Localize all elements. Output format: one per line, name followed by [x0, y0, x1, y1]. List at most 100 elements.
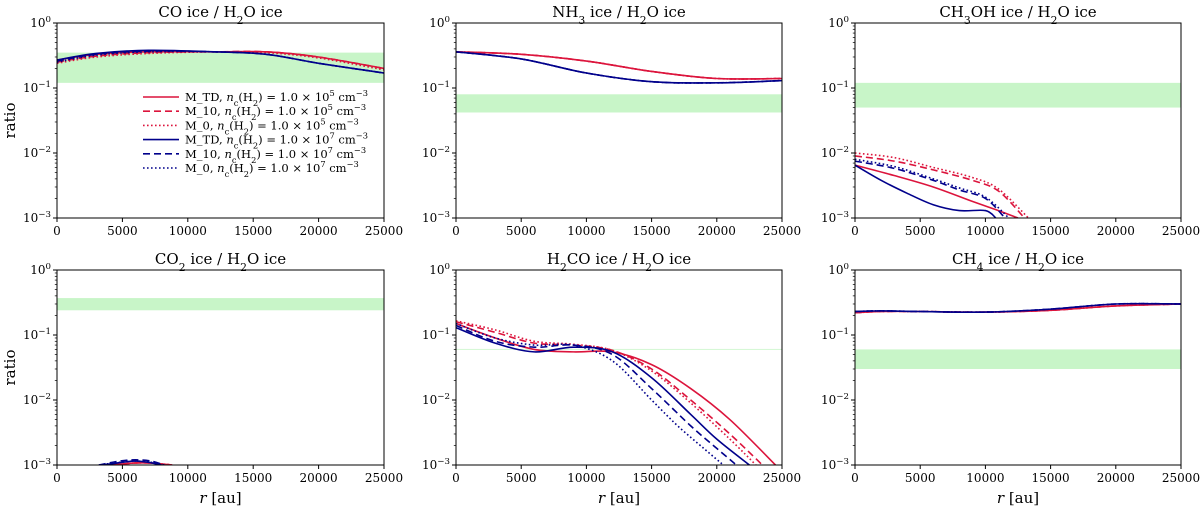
series-m10-1e7	[98, 459, 165, 465]
series-m0-1e5	[456, 320, 757, 465]
y-tick-label: 10−1	[821, 80, 849, 95]
y-tick-label: 100	[429, 262, 450, 277]
y-tick-label: 10−3	[23, 210, 51, 225]
x-tick-label: 20000	[300, 471, 338, 485]
series-mtd-1e7	[456, 326, 750, 465]
series-m0-1e7	[456, 51, 782, 84]
y-tick-label: 10−1	[23, 80, 51, 95]
x-tick-label: 0	[851, 471, 859, 485]
x-tick-label: 15000	[234, 471, 272, 485]
y-tick-label: 10−2	[23, 145, 51, 160]
series-m0-1e7	[855, 158, 1010, 218]
plot-frame	[56, 22, 385, 219]
x-axis-label: r [au]	[199, 489, 241, 507]
x-tick-label: 15000	[234, 224, 272, 238]
legend-entry: M_10, nc(H2) = 1.0 × 107 cm−3	[185, 145, 366, 165]
series-m0-1e5	[855, 152, 1029, 218]
x-tick-label: 25000	[365, 471, 403, 485]
observed-range-band	[57, 52, 384, 83]
y-tick-label: 10−2	[422, 392, 450, 407]
y-tick-label: 10−3	[23, 457, 51, 472]
observed-range-band	[456, 348, 782, 350]
y-tick-label: 10−3	[821, 210, 849, 225]
panel-3: 0 5000 10000 15000 20000 25000 10−3 10−2 10−1 100…	[821, 3, 1200, 238]
x-tick-label: 20000	[300, 224, 338, 238]
x-tick-label: 0	[452, 224, 460, 238]
series-m0-1e7	[98, 460, 165, 465]
x-tick-label: 5000	[107, 471, 138, 485]
observed-range-band	[57, 298, 384, 311]
panel-title: H2CO ice / H2O ice	[547, 250, 691, 274]
x-tick-label: 15000	[1032, 471, 1070, 485]
x-tick-label: 10000	[966, 224, 1004, 238]
legend-entry: M_10, nc(H2) = 1.0 × 105 cm−3	[185, 102, 366, 122]
x-axis-label: r [au]	[598, 489, 640, 507]
plot-frame	[854, 22, 1182, 219]
panel-title: CH3OH ice / H2O ice	[939, 3, 1096, 27]
legend-entry: M_0, nc(H2) = 1.0 × 107 cm−3	[185, 159, 359, 179]
y-tick-label: 10−1	[422, 80, 450, 95]
y-tick-label: 10−2	[821, 392, 849, 407]
x-tick-label: 20000	[1097, 471, 1135, 485]
x-tick-label: 20000	[1097, 224, 1135, 238]
y-tick-label: 10−3	[821, 457, 849, 472]
series-mtd-1e5	[456, 322, 777, 465]
series-m0-1e5	[855, 303, 1181, 314]
y-tick-label: 100	[30, 262, 51, 277]
x-axis-label: r [au]	[997, 489, 1039, 507]
observed-range-band	[855, 82, 1181, 108]
panel-title: NH3 ice / H2O ice	[552, 3, 686, 27]
x-tick-label: 0	[53, 224, 61, 238]
y-axis-label: ratio	[1, 103, 19, 139]
x-tick-label: 10000	[567, 224, 605, 238]
x-tick-label: 10000	[169, 224, 207, 238]
y-tick-label: 100	[30, 15, 51, 30]
x-tick-label: 15000	[1032, 224, 1070, 238]
observed-range-band	[456, 94, 782, 113]
plot-frame	[455, 22, 783, 219]
y-tick-label: 10−3	[422, 457, 450, 472]
y-axis-label: ratio	[1, 350, 19, 386]
panel-2: 0 5000 10000 15000 20000 25000 10−3 10−2 10−1 100…	[422, 3, 801, 238]
x-tick-label: 5000	[905, 224, 936, 238]
legend: M_TD, nc(H2) = 1.0 × 105 cm−3M_10, nc(H2…	[143, 88, 368, 179]
plot-frame	[854, 269, 1182, 466]
x-tick-label: 0	[452, 471, 460, 485]
y-tick-label: 10−1	[23, 327, 51, 342]
x-tick-label: 5000	[107, 224, 138, 238]
series-m10-1e7	[855, 160, 1006, 218]
series-mtd-1e7	[855, 164, 997, 218]
series-m0-1e5	[456, 51, 782, 80]
legend-entry: M_TD, nc(H2) = 1.0 × 107 cm−3	[185, 131, 368, 151]
series-m10-1e7	[57, 50, 384, 74]
observed-range-band	[855, 349, 1181, 369]
x-tick-label: 25000	[763, 471, 801, 485]
y-tick-label: 10−2	[422, 145, 450, 160]
y-tick-label: 100	[828, 15, 849, 30]
series-mtd-1e5	[855, 164, 1019, 218]
panel-6: 0 5000 10000 15000 20000 25000 10−3 10−2 10−1 100…	[821, 250, 1200, 507]
series-m0-1e5	[111, 462, 173, 465]
x-tick-label: 15000	[633, 224, 671, 238]
panel-title: CH4 ice / H2O ice	[952, 250, 1084, 274]
series-m0-1e7	[855, 302, 1181, 314]
x-tick-label: 20000	[698, 471, 736, 485]
x-tick-label: 5000	[506, 471, 537, 485]
x-tick-label: 20000	[698, 224, 736, 238]
panel-title: CO ice / H2O ice	[158, 3, 282, 27]
x-tick-label: 10000	[169, 471, 207, 485]
x-tick-label: 25000	[1162, 224, 1200, 238]
x-tick-label: 5000	[905, 471, 936, 485]
y-tick-label: 100	[828, 262, 849, 277]
y-tick-label: 10−2	[821, 145, 849, 160]
y-tick-label: 10−2	[23, 392, 51, 407]
series-m0-1e7	[456, 322, 724, 465]
series-m10-1e5	[456, 320, 763, 465]
panel-4: 0 5000 10000 15000 20000 25000 10−3 10−2 10−1 100…	[1, 250, 403, 507]
y-tick-label: 100	[429, 15, 450, 30]
x-tick-label: 0	[53, 471, 61, 485]
series-m10-1e5	[855, 155, 1026, 218]
y-tick-label: 10−1	[821, 327, 849, 342]
x-tick-label: 5000	[506, 224, 537, 238]
